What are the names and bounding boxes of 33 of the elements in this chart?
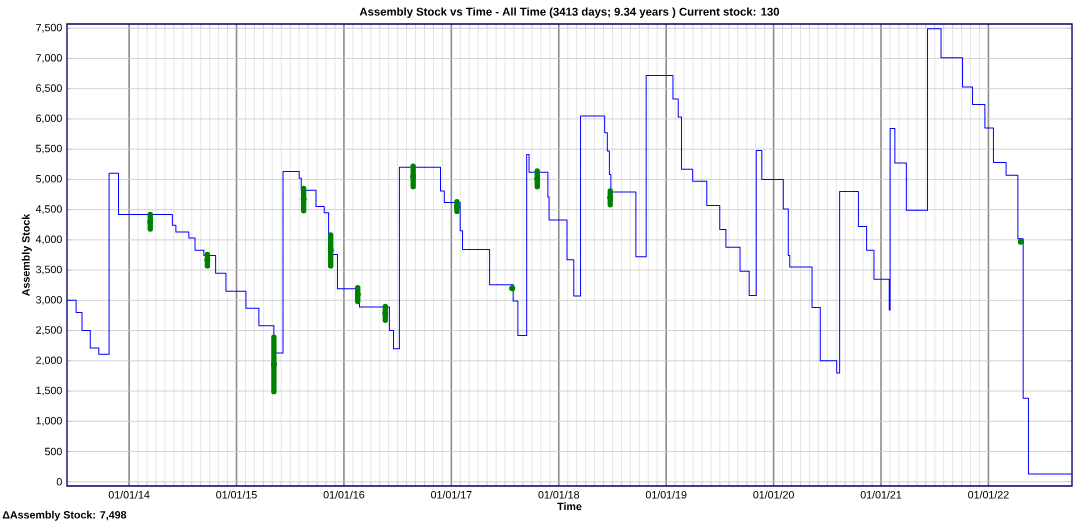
- point: [410, 173, 417, 180]
- x-axis-title: Time: [557, 502, 582, 511]
- y-tick-label: 2,500: [36, 326, 62, 335]
- x-tick-label: 01/01/14: [108, 490, 150, 499]
- y-tick-label: 4,000: [35, 235, 62, 245]
- x-tick-label: 01/01/22: [968, 490, 1009, 499]
- y-tick-label: 4,500: [35, 205, 62, 215]
- point: [382, 310, 389, 316]
- y-tick-label: 6,000: [36, 114, 62, 124]
- x-tick-label: 01/01/20: [753, 490, 794, 499]
- y-tick-label: 5,000: [36, 175, 62, 184]
- x-tick-label: 01/01/18: [538, 490, 580, 499]
- x-tick-label: 01/01/15: [216, 490, 257, 499]
- y-tick-label: 5,500: [36, 144, 62, 154]
- y-tick-label: 3,500: [36, 265, 62, 275]
- x-tick-label: 01/01/19: [645, 490, 687, 499]
- y-tick-label: 1,500: [36, 386, 62, 396]
- y-tick-label: 7,000: [36, 54, 62, 63]
- x-tick-label: 01/01/16: [323, 490, 365, 499]
- y-tick-label: 0: [56, 477, 62, 486]
- y-tick-label: 3,000: [36, 295, 62, 305]
- x-tick-label: 01/01/17: [431, 490, 472, 499]
- y-axis-title: Assembly Stock: [21, 213, 32, 296]
- x-tick-label: 01/01/21: [860, 490, 902, 499]
- y-tick-label: 6,500: [36, 84, 62, 94]
- point: [454, 203, 460, 210]
- y-tick-label: 7,500: [36, 23, 62, 33]
- y-tick-label: 2,000: [36, 356, 62, 366]
- y-tick-label: 1,000: [36, 416, 62, 426]
- chart-title: Assembly Stock vs Time - All Time (3413 days; 9.34 years ) Current stock: 130: [359, 7, 780, 18]
- point: [270, 361, 277, 368]
- text: ΔAssembly Stock: 7,498: [2, 510, 127, 521]
- y-tick-label: 500: [44, 447, 62, 456]
